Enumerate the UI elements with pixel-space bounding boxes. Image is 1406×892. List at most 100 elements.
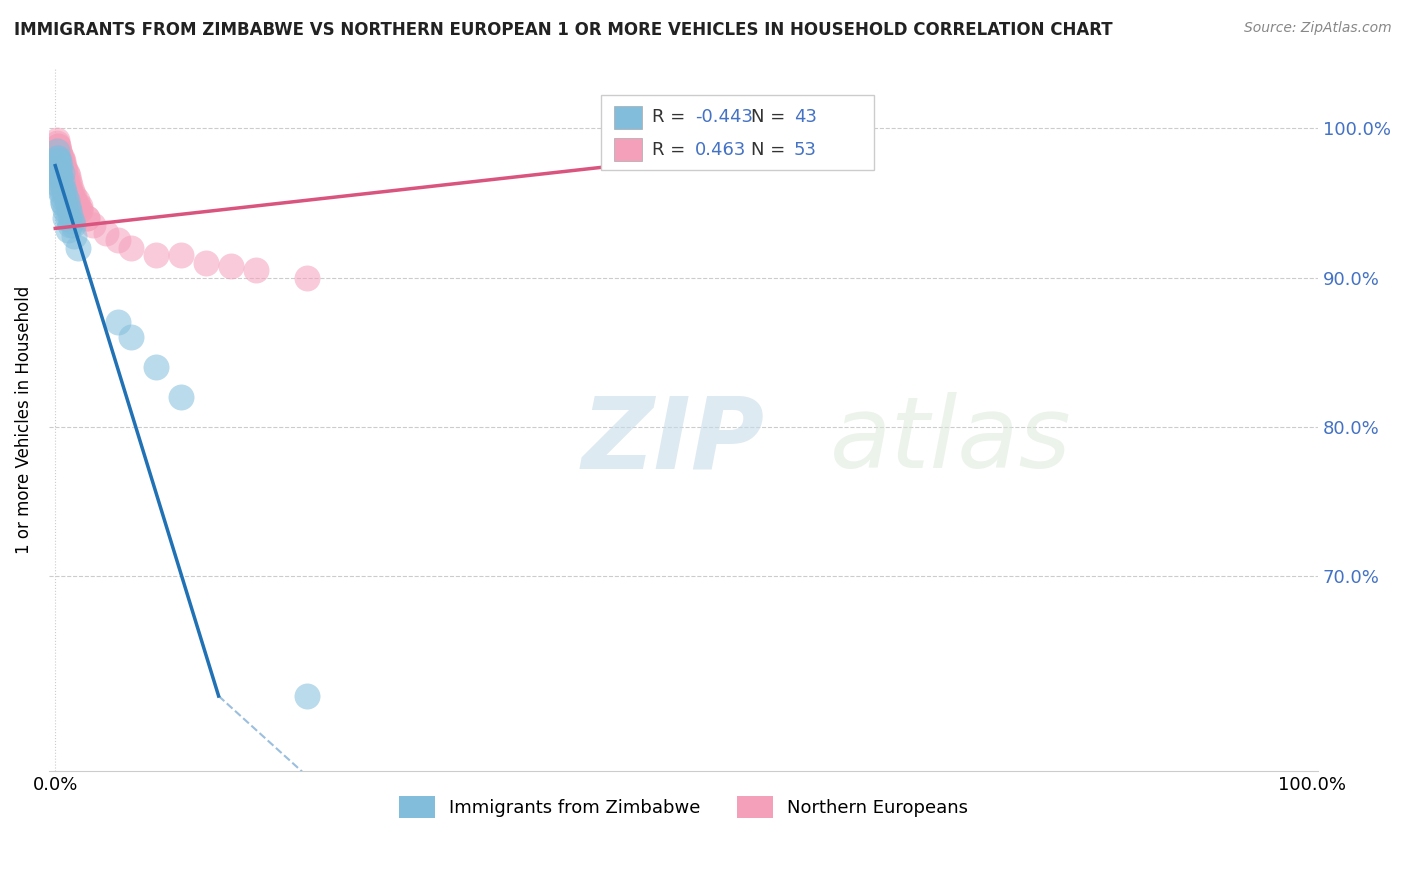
Point: [53, 173, 76, 187]
Point: [69, 199, 91, 213]
Point: [170, 248, 193, 262]
Point: [51, 166, 73, 180]
Bar: [600, 95, 875, 170]
Point: [245, 263, 267, 277]
Point: [48, 154, 70, 169]
Point: [219, 259, 242, 273]
Text: N =: N =: [751, 141, 790, 159]
Point: [69, 203, 91, 218]
Point: [59, 178, 82, 192]
Text: ZIP: ZIP: [582, 392, 765, 489]
Point: [58, 203, 80, 218]
Point: [53, 163, 76, 178]
Point: [62, 219, 84, 233]
Point: [69, 203, 91, 218]
Point: [46, 169, 69, 183]
Point: [45, 133, 67, 147]
Point: [65, 196, 87, 211]
Point: [145, 248, 167, 262]
Point: [52, 159, 75, 173]
Point: [45, 144, 67, 158]
Point: [49, 184, 72, 198]
Legend: Immigrants from Zimbabwe, Northern Europeans: Immigrants from Zimbabwe, Northern Europ…: [391, 789, 976, 825]
Point: [49, 159, 72, 173]
Point: [49, 159, 72, 173]
Point: [76, 211, 98, 225]
Point: [48, 173, 70, 187]
Point: [53, 211, 76, 225]
Point: [49, 148, 72, 162]
Point: [120, 330, 142, 344]
Point: [170, 390, 193, 404]
Point: [59, 184, 82, 198]
Point: [48, 144, 70, 158]
Point: [51, 173, 73, 187]
Point: [48, 154, 70, 169]
Point: [195, 256, 218, 270]
Point: [56, 169, 79, 183]
Point: [59, 208, 82, 222]
Text: 53: 53: [794, 141, 817, 159]
Point: [51, 166, 73, 180]
Point: [59, 219, 82, 233]
Text: N =: N =: [751, 108, 790, 127]
Point: [55, 181, 77, 195]
Point: [60, 214, 83, 228]
Text: R =: R =: [652, 141, 696, 159]
Point: [56, 178, 79, 192]
Point: [53, 203, 76, 218]
Point: [46, 139, 69, 153]
Point: [49, 169, 72, 183]
Point: [45, 154, 67, 169]
Point: [46, 166, 69, 180]
Point: [107, 316, 129, 330]
Point: [52, 196, 75, 211]
Point: [82, 219, 104, 233]
Point: [66, 241, 89, 255]
Point: [52, 196, 75, 211]
Point: [145, 360, 167, 375]
Point: [45, 144, 67, 158]
Point: [60, 188, 83, 202]
Point: [53, 184, 76, 198]
Point: [49, 181, 72, 195]
Text: atlas: atlas: [830, 392, 1071, 489]
Point: [56, 199, 79, 213]
Point: [56, 223, 79, 237]
Point: [66, 199, 89, 213]
Point: [107, 233, 129, 247]
Point: [45, 151, 67, 165]
Point: [58, 184, 80, 198]
Point: [51, 151, 73, 165]
Point: [51, 190, 73, 204]
Text: -0.443: -0.443: [695, 108, 754, 127]
Point: [295, 270, 318, 285]
Text: R =: R =: [652, 108, 690, 127]
Text: IMMIGRANTS FROM ZIMBABWE VS NORTHERN EUROPEAN 1 OR MORE VEHICLES IN HOUSEHOLD CO: IMMIGRANTS FROM ZIMBABWE VS NORTHERN EUR…: [14, 21, 1112, 38]
Point: [53, 169, 76, 183]
Point: [51, 154, 73, 169]
Point: [46, 159, 69, 173]
Point: [46, 159, 69, 173]
Text: 43: 43: [794, 108, 817, 127]
Point: [60, 184, 83, 198]
Point: [63, 188, 86, 202]
Point: [609, 121, 631, 136]
Point: [63, 193, 86, 207]
Point: [120, 241, 142, 255]
Bar: [614, 106, 641, 128]
Point: [45, 163, 67, 178]
Text: Source: ZipAtlas.com: Source: ZipAtlas.com: [1244, 21, 1392, 35]
Point: [46, 151, 69, 165]
Point: [48, 166, 70, 180]
Point: [52, 154, 75, 169]
Point: [65, 193, 87, 207]
Point: [49, 148, 72, 162]
Point: [52, 181, 75, 195]
Point: [53, 188, 76, 202]
Point: [295, 689, 318, 703]
Point: [55, 166, 77, 180]
Point: [58, 173, 80, 187]
Point: [56, 211, 79, 225]
Point: [53, 163, 76, 178]
